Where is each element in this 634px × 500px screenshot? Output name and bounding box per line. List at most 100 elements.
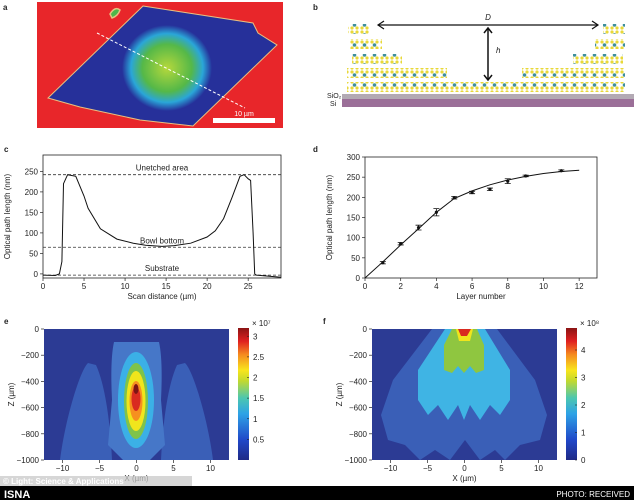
x-tick-label: 5: [499, 464, 504, 473]
y-tick-label: −600: [349, 404, 368, 413]
x-tick-label: −5: [95, 464, 105, 473]
depth-arrow: [483, 26, 493, 82]
x-tick-label: 15: [162, 282, 171, 291]
depth-label: h: [496, 46, 501, 55]
series-line-profile: [42, 174, 282, 278]
x-tick-label: 0: [363, 282, 368, 291]
x-tick-label: 6: [470, 282, 475, 291]
x-tick-label: 2: [398, 282, 403, 291]
diameter-label: D: [485, 13, 491, 22]
x-tick-label: −10: [56, 464, 70, 473]
x-tick-label: 10: [206, 464, 215, 473]
heatmap-e-left-lobe: [60, 363, 112, 460]
y-tick-label: 0: [356, 274, 361, 283]
colorbar-multiplier: × 10⁸: [580, 319, 599, 328]
x-tick-label: 0: [41, 282, 46, 291]
data-point: [470, 190, 474, 195]
y-tick-label: −1000: [17, 456, 40, 465]
y-tick-label: −800: [21, 430, 40, 439]
x-tick-label: 25: [244, 282, 253, 291]
y-axis-title: Z (µm): [335, 382, 344, 406]
colorbar-f: [566, 328, 577, 460]
sio2-layer: [342, 94, 634, 99]
heatmap-e-level-5: [131, 387, 141, 411]
layer-2-right: [522, 68, 625, 78]
y-tick-label: −800: [349, 430, 368, 439]
heatmap-e-peak: [133, 384, 139, 394]
x-tick-label: 20: [203, 282, 212, 291]
layer-4-left: [350, 39, 382, 49]
reference-line-label: Unetched area: [136, 164, 189, 173]
y-axis-title: Optical path length (nm): [3, 173, 12, 259]
data-point: [452, 196, 456, 200]
y-tick-label: −200: [349, 351, 368, 360]
data-point: [434, 210, 438, 214]
x-tick-label: 10: [539, 282, 548, 291]
watermark-text: © Light: Science & Applications: [3, 477, 124, 486]
watermark-box: [0, 476, 192, 486]
layer-4-right: [595, 39, 625, 49]
y-tick-label: 250: [25, 167, 39, 176]
y-axis-title: Optical path length (nm): [325, 174, 334, 260]
y-tick-label: 50: [29, 249, 38, 258]
data-point: [416, 225, 421, 230]
reference-line-label: Substrate: [145, 264, 180, 273]
y-tick-label: −400: [349, 377, 368, 386]
x-axis-title: Scan distance (µm): [127, 292, 196, 301]
reference-line-label: Bowl bottom: [140, 236, 184, 245]
x-tick-label: 5: [171, 464, 176, 473]
y-tick-label: 0: [34, 270, 39, 279]
y-tick-label: −200: [21, 351, 40, 360]
y-tick-label: 0: [363, 325, 368, 334]
x-tick-label: −10: [384, 464, 398, 473]
panel-d-chart: 0 2 4 6 8 10 12 0 50 100 150 200 250 300 Layer number O…: [325, 153, 598, 301]
panel-label-f: f: [323, 317, 326, 326]
fit-curve: [364, 169, 580, 279]
panel-f-heatmap: [372, 328, 577, 460]
colorbar-tick-label: 2: [253, 374, 258, 383]
x-tick-label: 4: [434, 282, 439, 291]
y-tick-label: −600: [21, 404, 40, 413]
etched-bowl: [122, 25, 212, 111]
layer-5-right: [603, 24, 625, 34]
layer-3-left: [352, 54, 402, 64]
y-tick-label: 50: [351, 254, 360, 263]
colorbar-tick-label: 0.5: [253, 435, 265, 444]
heatmap-e-right-lobe: [161, 363, 213, 460]
layer-1: [347, 82, 625, 92]
panel-label-c: c: [4, 145, 9, 154]
y-tick-label: 250: [347, 173, 361, 182]
data-point: [506, 179, 510, 183]
panel-a-image: 10 µm: [37, 2, 283, 128]
panel-label-e: e: [4, 317, 9, 326]
layer-2-left: [347, 68, 447, 78]
y-tick-label: 0: [35, 325, 40, 334]
y-axis-title: Z (µm): [7, 382, 16, 406]
x-tick-label: 0: [462, 464, 467, 473]
y-tick-label: 200: [347, 193, 361, 202]
scale-bar: [213, 118, 275, 123]
x-tick-label: 8: [506, 282, 511, 291]
x-axis-title: Layer number: [456, 292, 506, 301]
sio2-label: SiO₂: [327, 93, 342, 100]
x-tick-label: 10: [534, 464, 543, 473]
colorbar-tick-label: 3: [581, 374, 586, 383]
y-tick-label: 300: [347, 153, 361, 162]
data-point: [381, 261, 385, 265]
si-layer: [342, 99, 634, 107]
data-point: [488, 187, 492, 191]
heatmap-f-level-2: [418, 329, 510, 420]
x-tick-label: 10: [121, 282, 130, 291]
diameter-arrow: [376, 20, 600, 30]
colorbar-tick-label: 4: [581, 346, 586, 355]
data-point: [399, 242, 403, 246]
x-axis-title: X (µm): [452, 474, 476, 483]
brand-logo: ISNA: [4, 489, 30, 500]
plot-frame: [364, 156, 598, 279]
data-point: [559, 169, 563, 173]
y-tick-label: 150: [25, 208, 39, 217]
data-point: [524, 174, 528, 178]
